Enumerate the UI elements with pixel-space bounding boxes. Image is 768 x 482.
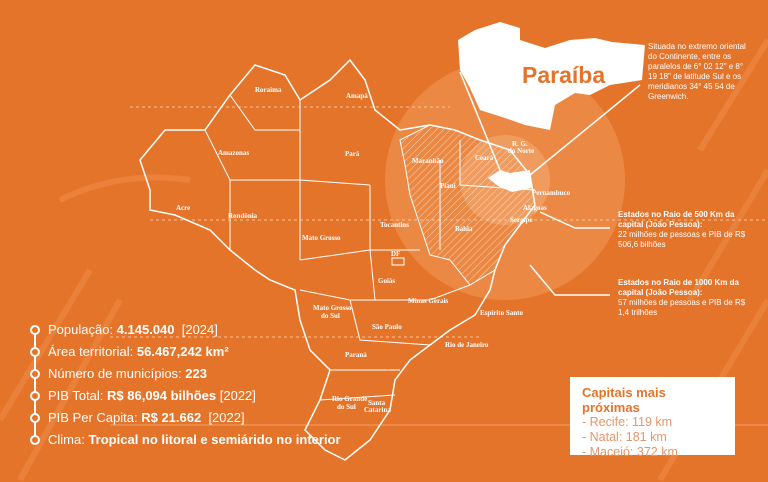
northeast-hatched-region [399, 124, 536, 286]
svg-text:Mato Grosso: Mato Grosso [313, 304, 352, 312]
callout-lines [459, 71, 641, 296]
nearest-capitals-title: Capitais mais próximas [582, 385, 666, 415]
svg-text:Rio de Janeiro: Rio de Janeiro [445, 341, 489, 349]
radius-1000-text: 57 milhões de pessoas e PIB de R$ 1,4 tr… [618, 298, 746, 317]
state-borders [204, 94, 536, 401]
location-note: Situada no extremo oriental do Continent… [648, 42, 746, 101]
svg-text:Piauí: Piauí [440, 182, 457, 190]
stat-gdp-per-capita: PIB Per Capita: R$ 21.662 [2022] [48, 410, 245, 425]
timeline [30, 325, 40, 445]
svg-text:Pernambuco: Pernambuco [532, 189, 571, 197]
svg-text:do Sul: do Sul [337, 403, 356, 411]
radius-1000-note: Estados no Raio de 1000 Km da capital (J… [618, 278, 748, 318]
svg-text:DF: DF [391, 250, 400, 258]
svg-text:Sergipe: Sergipe [510, 216, 533, 224]
svg-text:Rio Grande: Rio Grande [332, 395, 367, 403]
svg-text:Pará: Pará [345, 150, 360, 158]
capital-item: - Maceió: 372 km [582, 445, 678, 459]
svg-text:Espírito Santo: Espírito Santo [480, 309, 523, 317]
svg-text:Roraima: Roraima [255, 86, 282, 94]
stat-population: População: 4.145.040 [2024] [48, 322, 218, 337]
capital-item: - Recife: 119 km [582, 415, 673, 429]
svg-text:Rondônia: Rondônia [228, 212, 258, 220]
stat-municipalities: Número de municípios: 223 [48, 366, 207, 381]
stat-area: Área territorial: 56.467,242 km² [48, 344, 229, 359]
paraiba-on-map [488, 170, 532, 192]
svg-text:Amazonas: Amazonas [218, 149, 249, 157]
svg-text:Goiás: Goiás [378, 277, 395, 285]
svg-text:Minas Gerais: Minas Gerais [408, 297, 449, 305]
svg-text:Paraná: Paraná [345, 351, 367, 359]
stat-gdp-total: PIB Total: R$ 86,094 bilhões [2022] [48, 388, 256, 403]
svg-text:do Norte: do Norte [508, 147, 534, 155]
nearest-capitals-box: Capitais mais próximas - Recife: 119 km … [570, 377, 735, 459]
stat-climate: Clima: Tropical no litoral e semiárido n… [48, 432, 341, 447]
radius-500-note: Estados no Raio de 500 Km da capital (Jo… [618, 210, 748, 250]
svg-text:São Paulo: São Paulo [372, 323, 402, 331]
radius-500-text: 22 milhões de pessoas e PIB de R$ 506,6 … [618, 230, 746, 249]
svg-text:Santa: Santa [368, 399, 386, 407]
radius-500-heading: Estados no Raio de 500 Km da capital (Jo… [618, 210, 735, 229]
svg-text:Mato Grosso: Mato Grosso [302, 234, 341, 242]
svg-text:Catarina: Catarina [364, 406, 391, 414]
brazil-outline [139, 58, 536, 461]
page-title: Paraíba [522, 62, 606, 88]
paraiba-shape [458, 22, 645, 130]
svg-text:Maranhão: Maranhão [412, 157, 444, 165]
svg-text:Bahia: Bahia [455, 225, 473, 233]
state-labels: Roraima Amapá Amazonas Pará Maranhão Cea… [176, 86, 571, 414]
svg-text:Tocantins: Tocantins [380, 221, 409, 229]
svg-text:R. G.: R. G. [512, 140, 528, 148]
svg-text:Amapá: Amapá [346, 92, 368, 100]
svg-text:Ceará: Ceará [475, 154, 494, 162]
svg-text:Alagoas: Alagoas [523, 204, 547, 212]
radius-1000-heading: Estados no Raio de 1000 Km da capital (J… [618, 278, 739, 297]
svg-text:Acre: Acre [176, 204, 190, 212]
svg-text:do Sul: do Sul [321, 312, 340, 320]
capital-item: - Natal: 181 km [582, 430, 667, 444]
